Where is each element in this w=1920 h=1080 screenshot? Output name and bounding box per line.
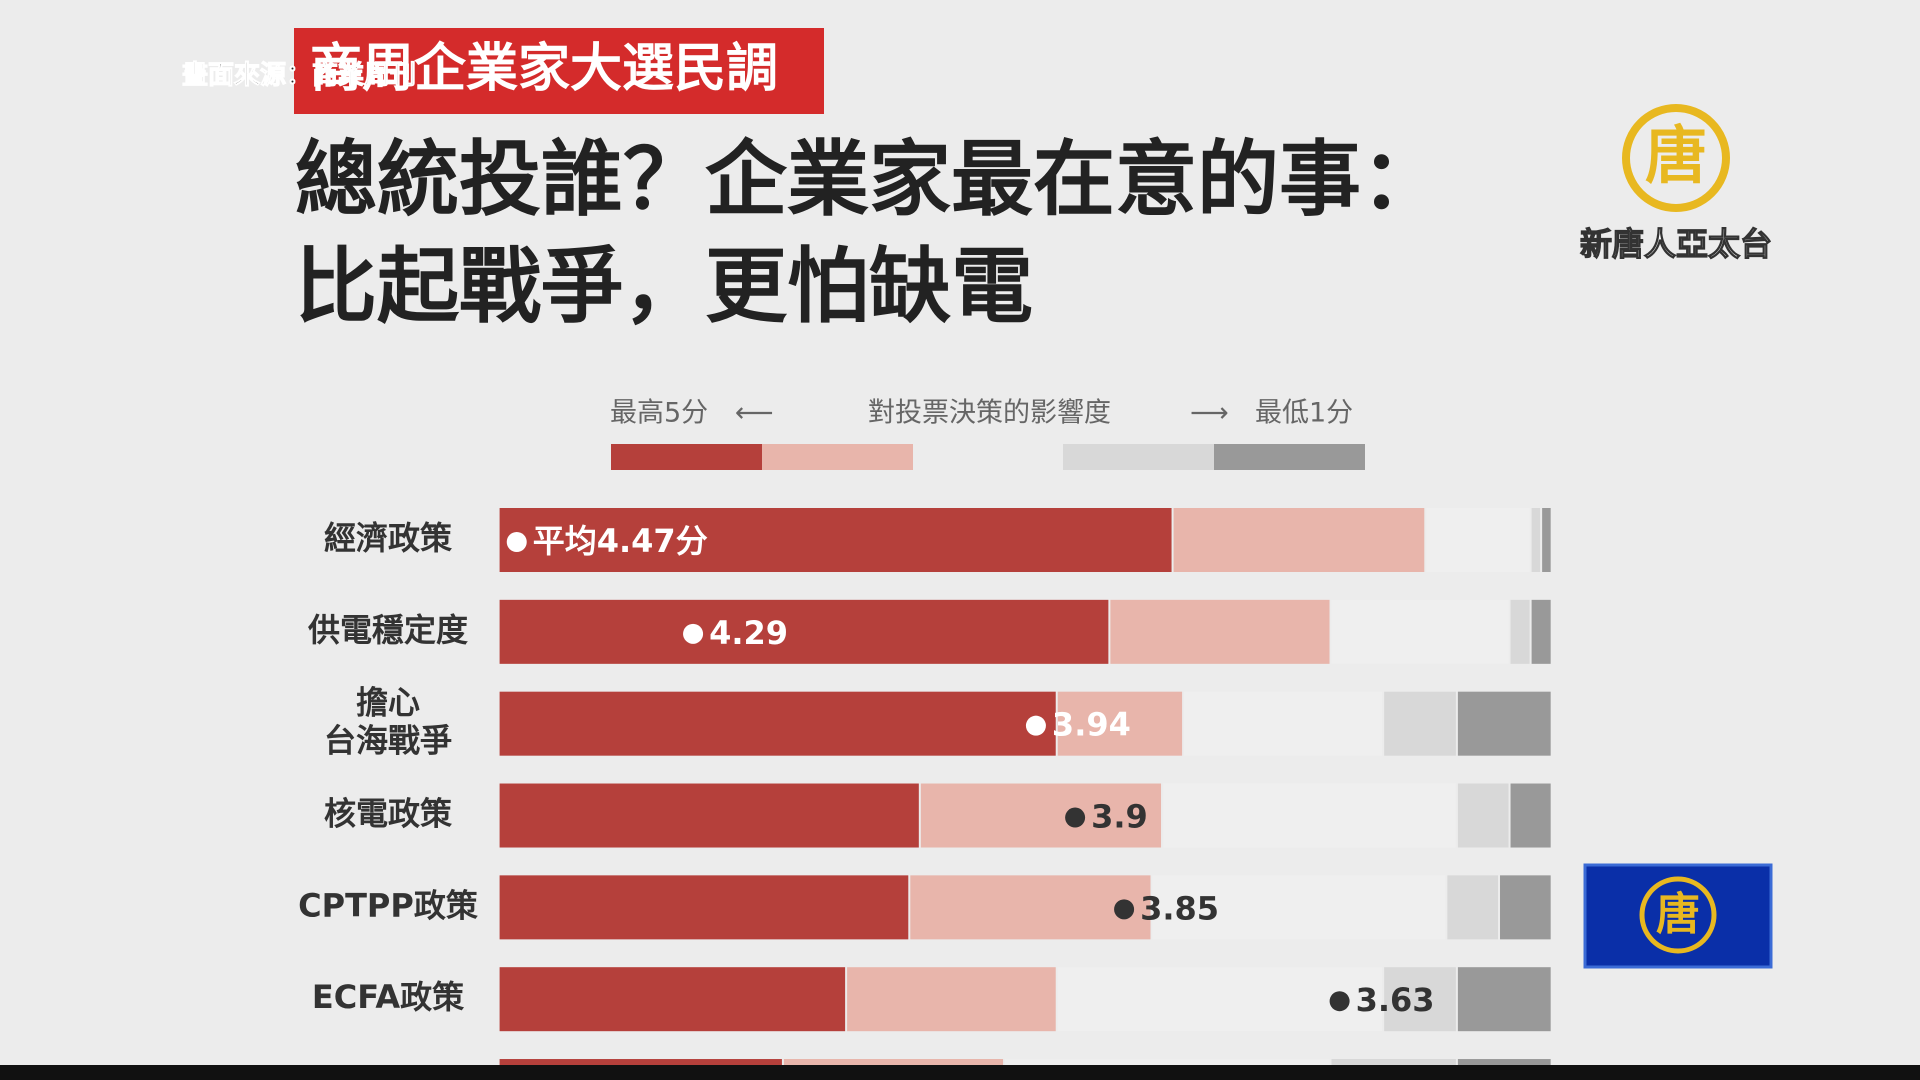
average-dot [683,623,704,644]
bar-segment [1457,967,1551,1032]
bar-segment [1447,875,1499,940]
tag: 商周企業家大選民調 [310,39,778,99]
bar-segment [1184,691,1383,756]
corner-logo: 唐 [1583,863,1773,969]
corner-logo-mark: 唐 [1656,889,1700,940]
average-label: 3.9 [1091,798,1148,836]
logo-ring [1622,104,1730,212]
bar-segment [1426,508,1530,573]
bar-segment [499,691,1056,756]
category-label: 經濟政策 [324,519,452,557]
average-label: 平均4.47分 [533,522,708,560]
category-label: 供電穩定度 [308,611,468,649]
category-line: 台海戰爭 [324,722,452,760]
bar-segment [1110,599,1330,664]
category-label: 擔心台海戰爭 [324,684,452,760]
average-dot [1025,715,1046,736]
category-label: ECFA政策 [312,978,464,1016]
bar-segment [499,875,909,940]
category-label: 核電政策 [324,795,452,833]
source-note: 畫面來源：商業周刊 [182,60,416,91]
bar-segment [1173,508,1425,573]
bar-segment [1531,599,1551,664]
bar-segment [1057,967,1383,1032]
legend-low: 最低1分 [1255,398,1353,429]
average-dot [506,532,527,553]
average-dot [1114,899,1135,920]
chart-title: 總統投誰？企業家最在意的事： [295,132,1443,227]
bar-segment [1163,783,1456,848]
bottom-band [0,1065,1920,1080]
bar-segment [1510,599,1530,664]
arrow-right: ⟶ [1190,398,1229,429]
bar-segment [920,783,1162,848]
bar-segment [1542,508,1551,573]
bar-segment [1331,599,1509,664]
average-label: 3.63 [1356,981,1435,1019]
average-label: 3.94 [1052,706,1131,744]
bar-segment [847,967,1056,1032]
bar-segment [1457,691,1551,756]
bar-segment [1457,783,1509,848]
average-dot [1065,807,1086,828]
category-line: 擔心 [356,684,420,722]
bar-segment [1384,691,1456,756]
category-label: CPTPP政策 [298,886,478,924]
bar-segment [1500,875,1551,940]
arrow-left: ⟵ [735,398,774,429]
swatch [1063,444,1214,470]
average-dot [1329,991,1350,1012]
chart-subtitle: 比起戰爭，更怕缺電 [295,239,1033,334]
logo-name: 新唐人亞太台 [1580,225,1772,263]
bar-segment [910,875,1151,940]
bar-segment [1152,875,1446,940]
bar-segment [1510,783,1551,848]
swatch [1214,444,1365,470]
corner-logo-ring [1639,876,1717,954]
bar-segment [499,967,846,1032]
swatch [611,444,762,470]
legend-swatches [611,444,1365,470]
bar-segment [1531,508,1541,573]
bar-segment [499,599,1109,664]
bar-segment [499,783,919,848]
bar-segment [1057,691,1183,756]
average-label: 4.29 [709,614,788,652]
swatch [762,444,913,470]
bar-segment [1384,967,1456,1032]
average-label: 3.85 [1140,889,1219,927]
tag-box [294,28,824,114]
legend-high: 最高5分 [610,398,708,429]
logo-mark: 唐 [1645,119,1707,192]
scale-label: 對投票決策的影響度 [868,398,1111,429]
bar-segment [499,508,1172,573]
